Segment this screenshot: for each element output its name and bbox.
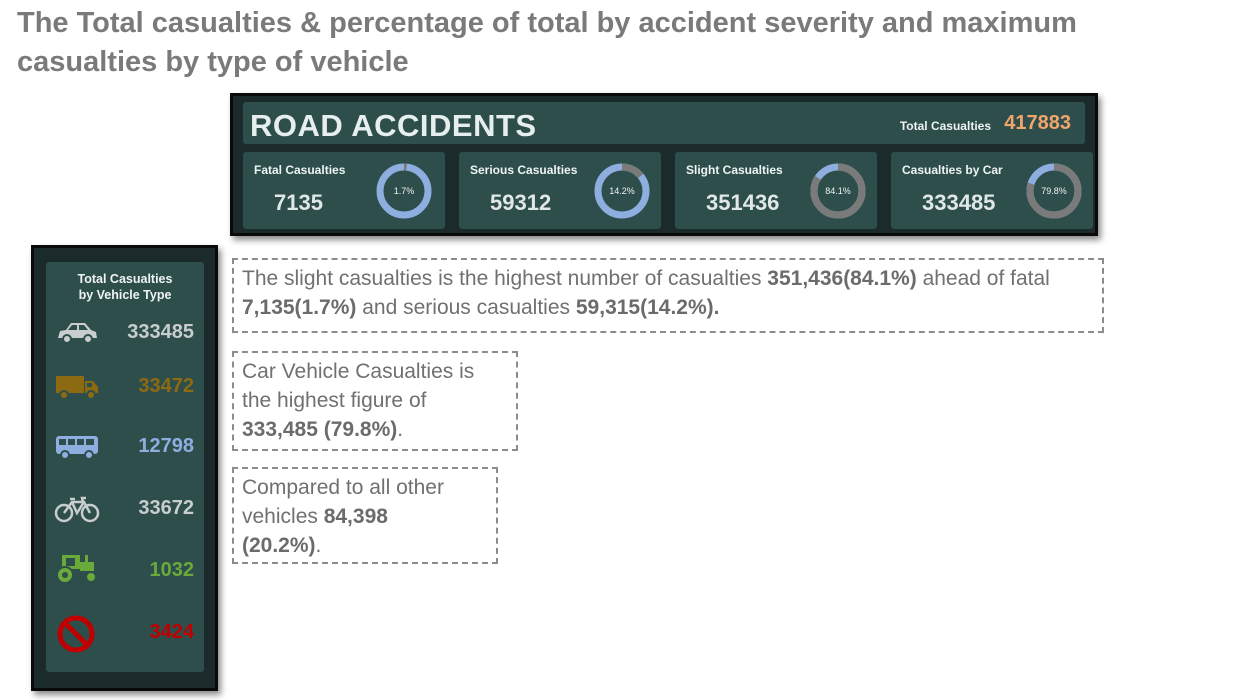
dashboard-title: ROAD ACCIDENTS — [250, 108, 537, 143]
vehicle-row-bicycle: 33672 — [46, 490, 204, 530]
kpi-fatal: Fatal Casualties 7135 1.7% — [243, 152, 445, 229]
serious-donut-chart: 14.2% — [594, 163, 650, 219]
vehicle-type-panel: Total Casualties by Vehicle Type 333485 … — [31, 245, 218, 691]
vehicle-row-truck: 33472 — [46, 368, 204, 408]
kpi-label: Serious Casualties — [470, 163, 578, 177]
total-casualties-value: 417883 — [1004, 112, 1071, 134]
note-text: Car Vehicle Casualties is the highest fi… — [242, 360, 475, 412]
vehicle-value: 33472 — [138, 375, 194, 397]
fatal-donut-chart: 1.7% — [376, 163, 432, 219]
kpi-value: 333485 — [922, 190, 996, 215]
vehicle-row-other: 3424 — [46, 614, 204, 654]
kpi-label: Slight Casualties — [686, 163, 783, 177]
note-text: ahead of fatal — [916, 267, 1050, 290]
dashboard-header: ROAD ACCIDENTS Total Casualties 417883 — [243, 102, 1085, 144]
car-donut-chart: 79.8% — [1026, 163, 1082, 219]
total-casualties-label: Total Casualties — [899, 119, 991, 133]
slight-donut-chart: 84.1% — [810, 163, 866, 219]
slide-title: The Total casualties & percentage of tot… — [17, 7, 1077, 78]
note-highlight: (20.2%) — [242, 534, 316, 557]
kpi-serious: Serious Casualties 59312 14.2% — [459, 152, 661, 229]
kpi-car: Casualties by Car 333485 79.8% — [891, 152, 1093, 229]
note-highlight: 59,315(14.2%). — [575, 296, 720, 319]
tractor-icon — [56, 555, 97, 584]
note-highlight: 7,135(1.7%) — [242, 296, 357, 319]
note-text: The slight casualties is the highest num… — [242, 267, 768, 290]
vehicle-value: 3424 — [149, 621, 195, 643]
car-note: Car Vehicle Casualties is the highest fi… — [232, 351, 518, 451]
kpi-percent: 84.1% — [825, 186, 851, 196]
car-icon — [58, 323, 97, 344]
kpi-label: Fatal Casualties — [254, 163, 346, 177]
kpi-percent: 79.8% — [1041, 186, 1067, 196]
kpi-slight: Slight Casualties 351436 84.1% — [675, 152, 877, 229]
note-text: . — [315, 534, 322, 557]
vehicle-panel-title-line2: by Vehicle Type — [78, 288, 172, 302]
vehicle-panel-title: Total Casualties by Vehicle Type — [46, 271, 204, 303]
prohibited-icon — [57, 615, 95, 653]
vehicle-value: 1032 — [149, 559, 195, 581]
bus-icon — [56, 436, 98, 460]
note-text: . — [397, 418, 404, 441]
vehicle-type-card: Total Casualties by Vehicle Type 333485 … — [46, 262, 204, 672]
note-highlight: 333,485 (79.8%) — [242, 418, 398, 441]
kpi-label: Casualties by Car — [902, 163, 1003, 177]
kpi-value: 59312 — [490, 190, 552, 215]
truck-icon — [56, 376, 98, 400]
kpi-percent: 1.7% — [394, 186, 415, 196]
note-text: Compared to all other vehicles — [242, 476, 444, 528]
kpi-percent: 14.2% — [609, 186, 635, 196]
note-highlight: 84,398 — [323, 505, 388, 528]
vehicle-value: 12798 — [138, 435, 194, 457]
vehicle-row-car: 333485 — [46, 314, 204, 354]
vehicle-panel-title-line1: Total Casualties — [77, 272, 173, 286]
vehicle-value: 33672 — [138, 497, 194, 519]
note-highlight: 351,436(84.1%) — [767, 267, 917, 290]
bicycle-icon — [54, 496, 100, 523]
vehicle-row-bus: 12798 — [46, 428, 204, 468]
other-vehicles-note: Compared to all other vehicles 84,398 (20… — [232, 467, 498, 564]
severity-note: The slight casualties is the highest num… — [232, 258, 1104, 333]
vehicle-value: 333485 — [127, 321, 194, 343]
road-accidents-dashboard: ROAD ACCIDENTS Total Casualties 417883 F… — [230, 93, 1098, 236]
kpi-value: 351436 — [706, 190, 780, 215]
kpi-value: 7135 — [274, 190, 323, 215]
vehicle-row-tractor: 1032 — [46, 552, 204, 592]
note-text: and serious casualties — [356, 296, 576, 319]
